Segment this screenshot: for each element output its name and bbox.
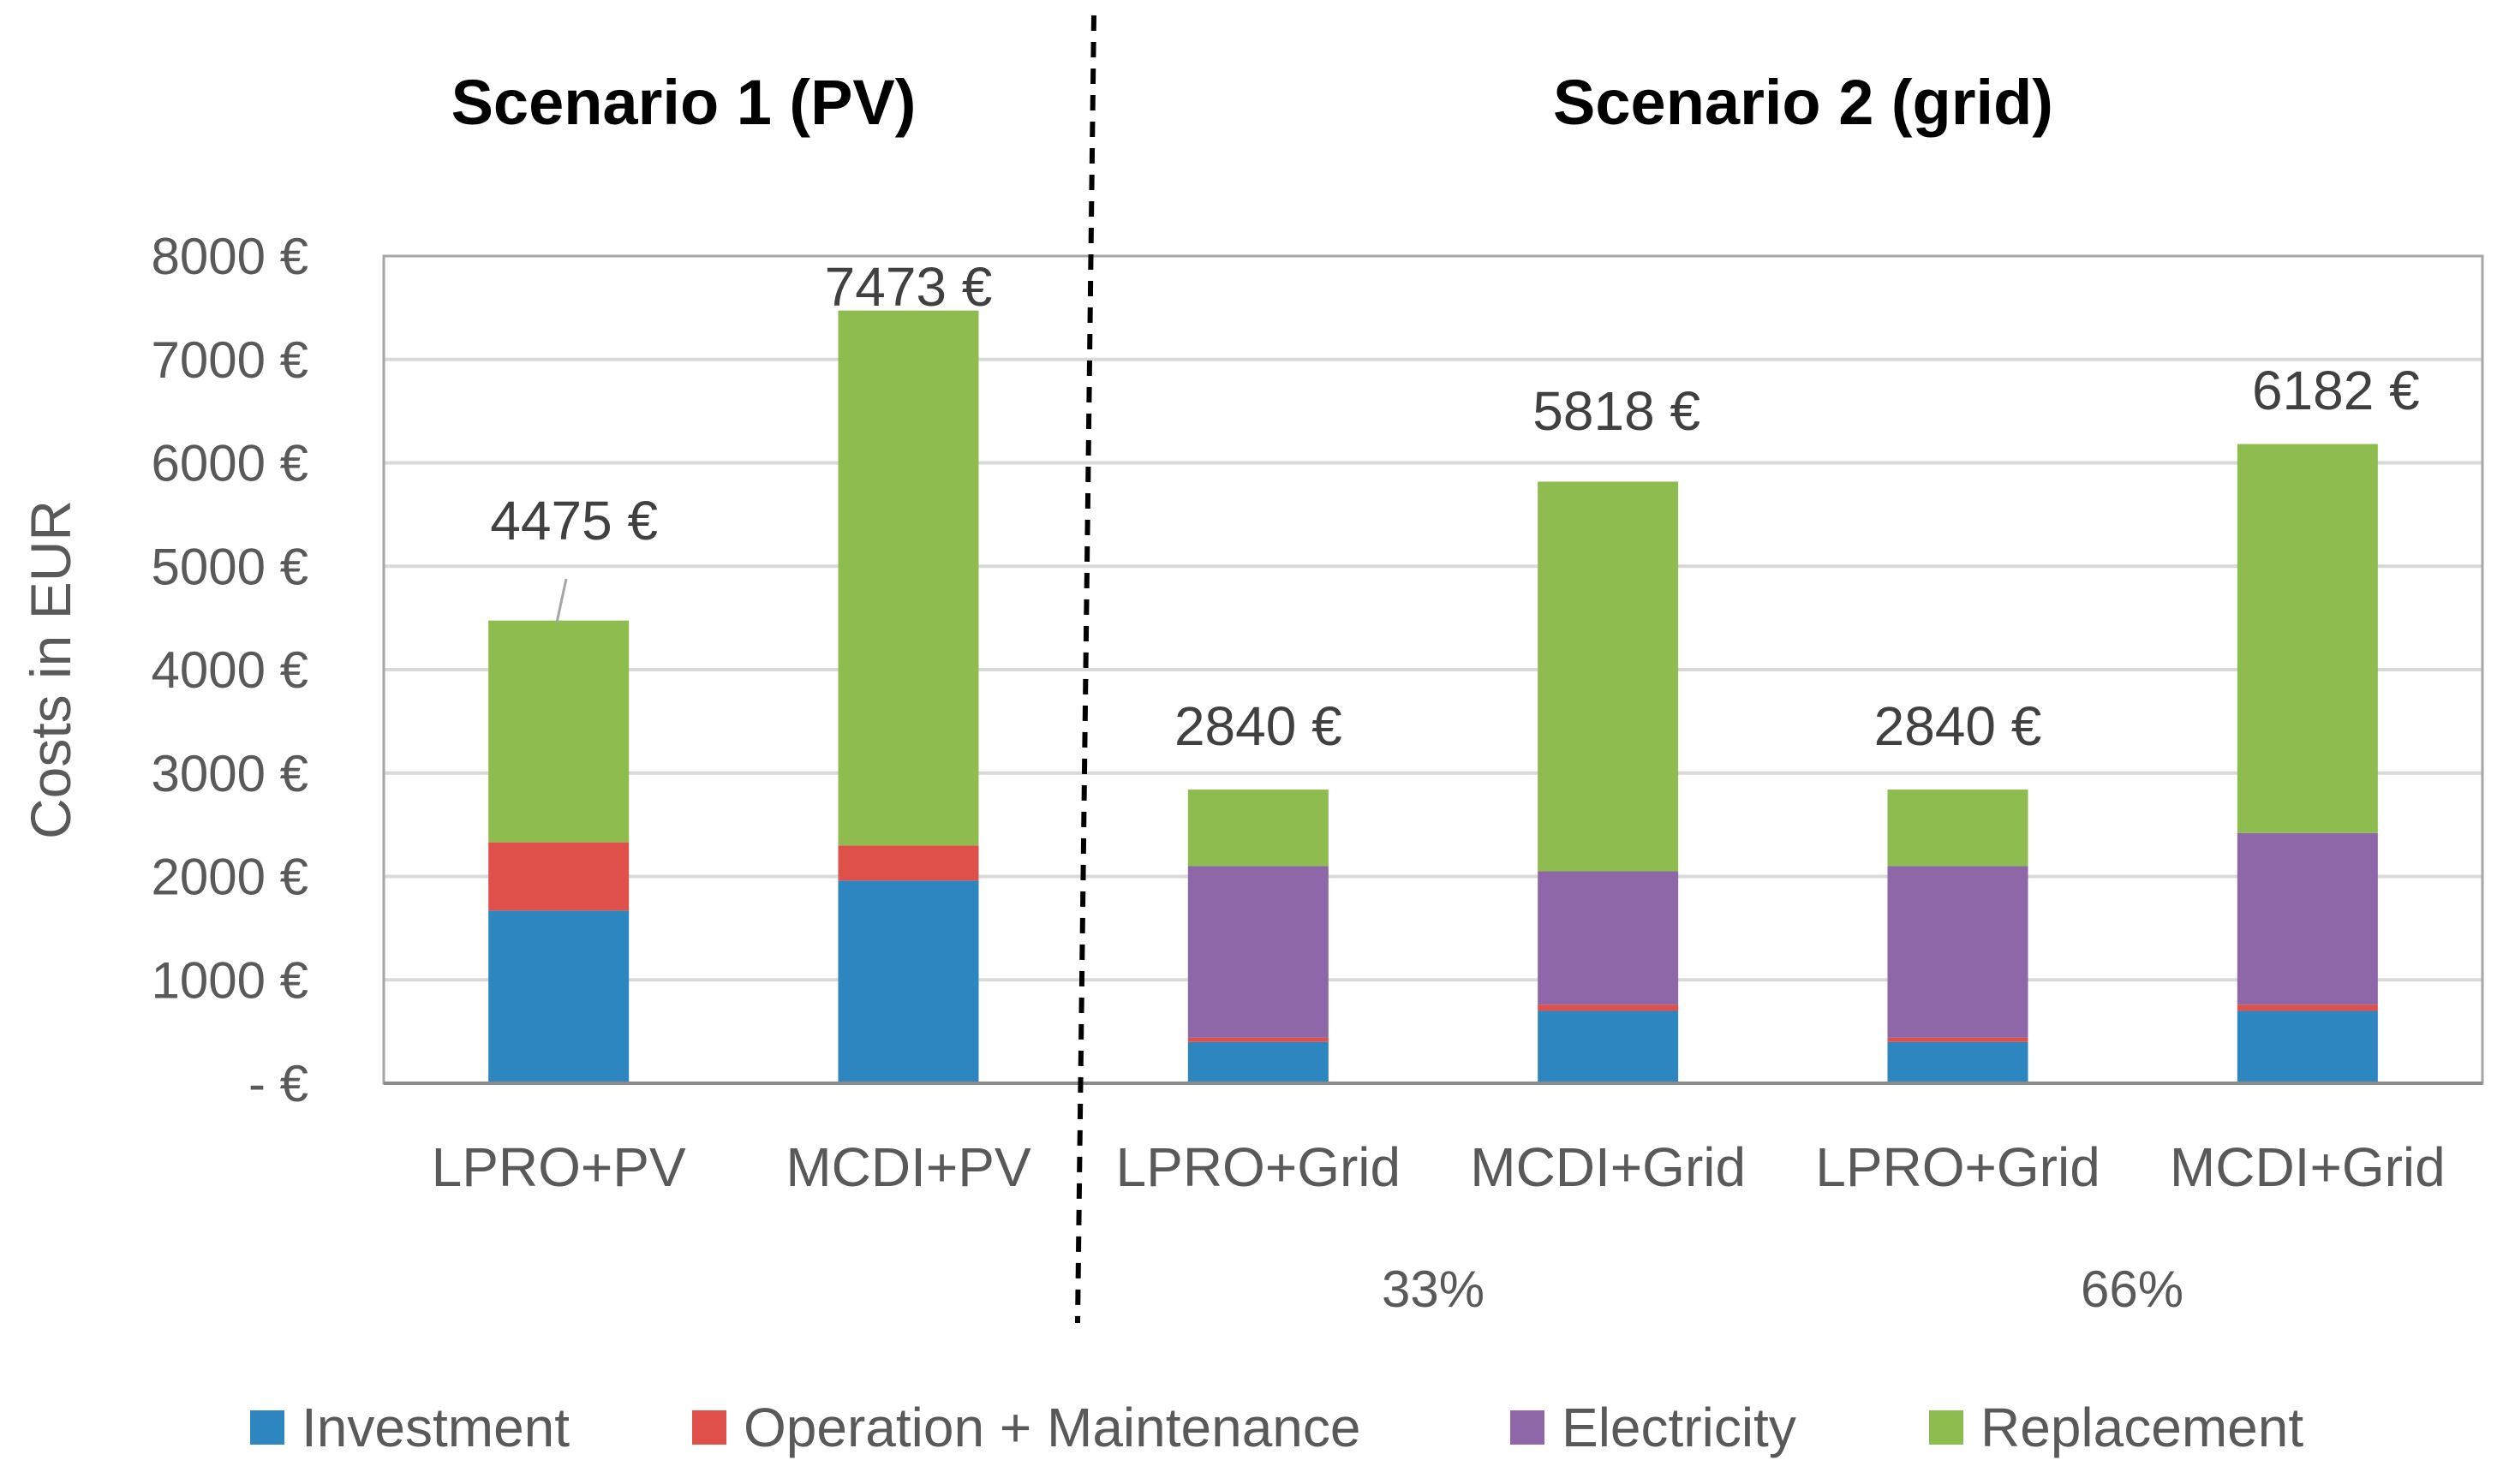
scenario-divider-line	[1075, 15, 1096, 1324]
bar-segment-operation-maintenance	[1887, 1037, 2028, 1042]
y-tick-label: 7000 €	[151, 331, 308, 389]
bar-segment-investment	[1187, 1041, 1329, 1083]
total-label: 2840 €	[1174, 695, 1342, 757]
category-label: LPRO+Grid	[1815, 1136, 2100, 1198]
category-label: LPRO+Grid	[1116, 1136, 1401, 1198]
legend-swatch	[692, 1410, 726, 1445]
bar-segment-investment	[1887, 1041, 2028, 1083]
bar-segment-replacement	[1187, 790, 1329, 867]
y-tick-label: 8000 €	[151, 228, 308, 285]
bar-segment-replacement	[1538, 481, 1679, 872]
legend-swatch	[1929, 1410, 1963, 1445]
total-label: 4475 €	[490, 490, 658, 551]
bar-segment-operation-maintenance	[2237, 1004, 2378, 1011]
total-label: 7473 €	[825, 256, 993, 318]
bar-segment-electricity	[2237, 832, 2378, 1005]
bar-segment-investment	[2237, 1010, 2378, 1083]
legend-label: Investment	[302, 1397, 570, 1458]
total-labels: 4475 € 7473 € 2840 € 5818 € 2840 € 6182 €	[490, 256, 2419, 757]
bar-segment-investment	[838, 880, 979, 1083]
y-tick-label: 1000 €	[151, 951, 308, 1009]
bar-segment-electricity	[1538, 871, 1679, 1005]
gridlines	[384, 357, 2482, 982]
y-tick-label: - €	[248, 1055, 308, 1112]
y-tick-label: 3000 €	[151, 745, 308, 802]
legend-swatch	[1510, 1410, 1544, 1445]
category-label: MCDI+Grid	[2170, 1136, 2446, 1198]
total-label: 2840 €	[1874, 695, 2042, 757]
category-labels: LPRO+PV MCDI+PV LPRO+Grid MCDI+Grid LPRO+Gri…	[432, 1136, 2446, 1198]
total-label-leader-line	[555, 578, 568, 623]
total-label: 5818 €	[1532, 380, 1700, 442]
bar-segment-investment	[1538, 1010, 1679, 1083]
y-axis-title: Costs in EUR	[19, 500, 82, 839]
bar-segment-replacement	[838, 310, 979, 846]
group-label-66: 66%	[2081, 1261, 2183, 1318]
y-tick-label: 4000 €	[151, 641, 308, 699]
legend-label: Electricity	[1562, 1397, 1796, 1458]
category-label: MCDI+Grid	[1470, 1136, 1746, 1198]
legend: Investment Operation + Maintenance Electri…	[250, 1397, 2303, 1458]
bar-segment-replacement	[488, 620, 630, 843]
bar-segment-electricity	[1187, 866, 1329, 1038]
y-tick-label: 6000 €	[151, 435, 308, 492]
bar-segment-replacement	[2237, 444, 2378, 833]
bar-segment-electricity	[1887, 866, 2028, 1038]
category-label: MCDI+PV	[786, 1136, 1031, 1198]
y-tick-labels: - € 1000 € 2000 € 3000 € 4000 € 5000 € 6000 € 7…	[151, 228, 308, 1112]
bar-segment-replacement	[1887, 790, 2028, 867]
bar-segment-operation-maintenance	[838, 845, 979, 881]
bar-segment-investment	[488, 910, 630, 1083]
total-label: 6182 €	[2252, 360, 2420, 421]
scenario-2-title: Scenario 2 (grid)	[1553, 67, 2053, 138]
bars	[488, 310, 2378, 1083]
category-label: LPRO+PV	[432, 1136, 686, 1198]
bar-segment-operation-maintenance	[1187, 1037, 1329, 1042]
legend-label: Replacement	[1980, 1397, 2303, 1458]
bar-segment-operation-maintenance	[488, 842, 630, 911]
legend-label: Operation + Maintenance	[744, 1397, 1360, 1458]
scenario-1-title: Scenario 1 (PV)	[451, 67, 917, 138]
y-tick-label: 2000 €	[151, 849, 308, 906]
bar-segment-operation-maintenance	[1538, 1004, 1679, 1011]
y-tick-label: 5000 €	[151, 538, 308, 595]
legend-swatch	[250, 1410, 284, 1445]
group-label-33: 33%	[1382, 1261, 1484, 1318]
